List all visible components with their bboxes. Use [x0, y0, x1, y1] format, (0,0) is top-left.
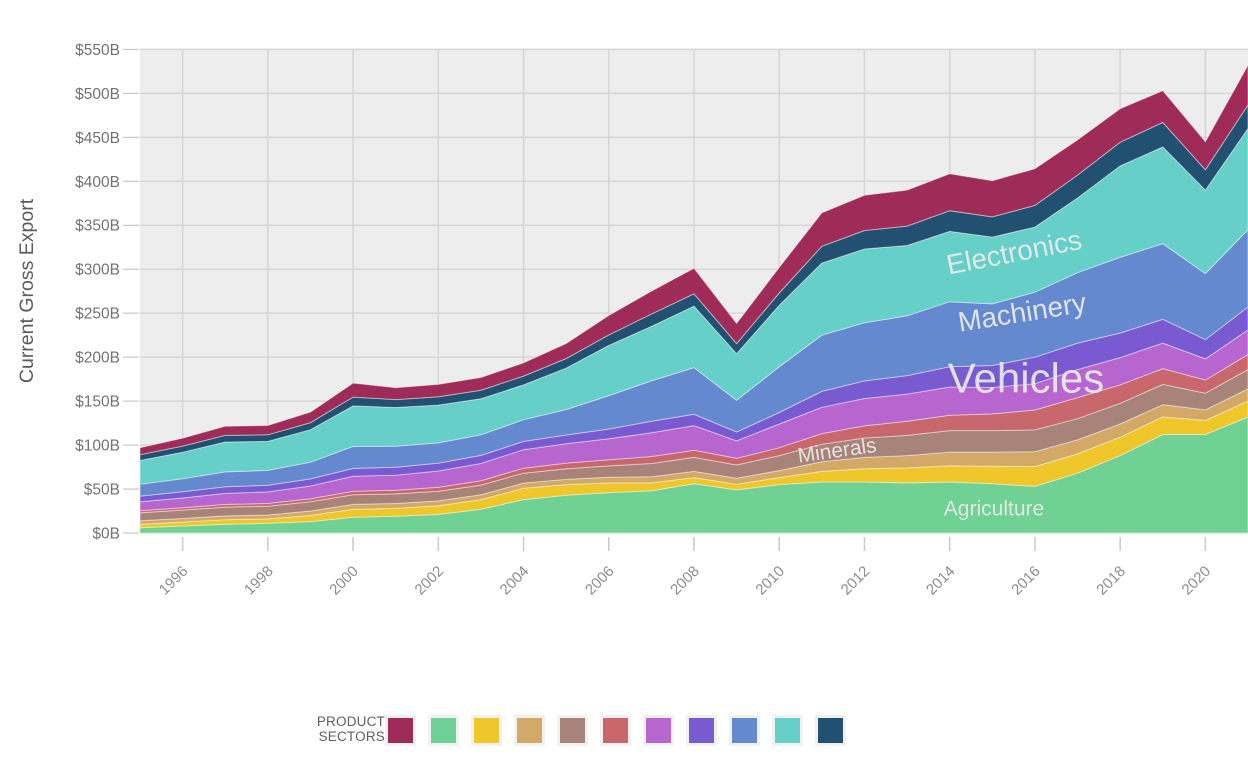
x-tick-label: 2006	[582, 563, 618, 599]
area-label-vehicles: Vehicles	[948, 355, 1104, 402]
area-sector-crimson[interactable]	[139, 64, 1248, 456]
x-tick-label: 1998	[241, 563, 277, 599]
legend-swatch-purple[interactable]	[686, 715, 717, 746]
y-tick-label: $400B	[75, 174, 120, 191]
y-tick-label: $300B	[75, 262, 120, 279]
x-tick-label: 2004	[497, 563, 533, 599]
legend-swatch-electronics[interactable]	[772, 715, 803, 746]
legend-swatch-crimson[interactable]	[385, 715, 416, 746]
y-tick-label: $50B	[84, 482, 120, 499]
y-tick-label: $150B	[75, 394, 120, 411]
stacked-area-chart: $0B $50B $100B $150B $200B $250B $300B $350B $40…	[16, 42, 1248, 599]
legend-swatch-machinery[interactable]	[729, 715, 760, 746]
y-tick-label: $100B	[75, 438, 120, 455]
y-tick-label: $350B	[75, 218, 120, 235]
x-tick-label: 2010	[752, 563, 788, 599]
y-tick-label: $550B	[75, 42, 120, 59]
legend-swatch-vehicles[interactable]	[643, 715, 674, 746]
legend-title: PRODUCT SECTORS	[238, 714, 385, 744]
legend-swatch-minerals[interactable]	[514, 715, 545, 746]
x-tick-label: 2012	[838, 563, 874, 599]
legend-swatch-navy[interactable]	[815, 715, 846, 746]
legend-title-line1: PRODUCT	[316, 714, 385, 729]
x-tick-label: 2014	[923, 563, 959, 599]
x-tick-label: 2002	[412, 563, 448, 599]
x-tick-label: 2020	[1179, 563, 1215, 599]
area-label-agriculture: Agriculture	[944, 497, 1044, 520]
legend-title-line2: SECTORS	[318, 729, 385, 744]
y-tick-label: $0B	[92, 526, 120, 543]
legend-swatch-red[interactable]	[600, 715, 631, 746]
y-tick-label: $200B	[75, 350, 120, 367]
x-tick-label: 2018	[1093, 563, 1129, 599]
x-tick-label: 2000	[326, 563, 362, 599]
legend-swatch-agriculture[interactable]	[428, 715, 459, 746]
y-tick-label: $500B	[75, 86, 120, 103]
y-axis-title: Current Gross Export	[16, 198, 38, 383]
x-tick-label: 2008	[667, 563, 703, 599]
y-tick-label: $450B	[75, 130, 120, 147]
legend-swatch-yellow[interactable]	[471, 715, 502, 746]
y-tick-label: $250B	[75, 306, 120, 323]
legend-swatch-brown[interactable]	[557, 715, 588, 746]
x-tick-label: 1996	[156, 563, 192, 599]
legend-swatch-row	[385, 715, 846, 746]
x-tick-label: 2016	[1008, 563, 1044, 599]
